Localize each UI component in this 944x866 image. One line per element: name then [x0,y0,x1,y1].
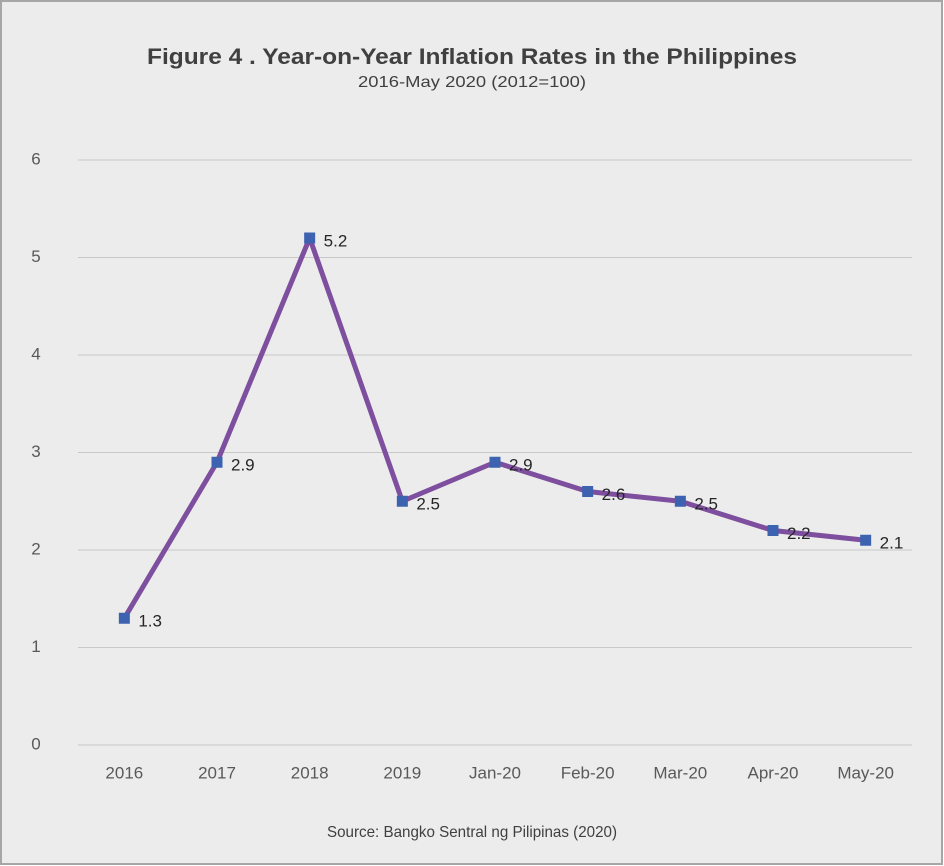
data-label: 2.9 [509,456,533,475]
data-marker [396,495,408,507]
data-label: 2.6 [602,485,626,504]
y-tick-label: 6 [31,149,40,168]
y-tick-label: 5 [31,247,40,266]
data-label: 2.1 [880,534,904,553]
data-marker [304,232,316,244]
x-tick-label: 2017 [198,763,236,782]
data-label: 2.5 [416,495,440,514]
y-tick-label: 2 [31,539,40,558]
data-label: 1.3 [138,612,162,631]
x-tick-label: Jan-20 [469,763,521,782]
x-tick-label: May-20 [837,763,894,782]
x-tick-label: Mar-20 [653,763,707,782]
x-tick-label: 2019 [383,763,421,782]
data-marker [674,495,686,507]
y-tick-label: 0 [31,734,40,753]
y-tick-label: 3 [31,442,40,461]
chart-title: Figure 4 . Year-on-Year Inflation Rates … [147,44,797,69]
data-marker [118,612,130,624]
x-tick-label: Apr-20 [747,763,798,782]
source-note: Source: Bangko Sentral ng Pilipinas (202… [327,824,617,841]
data-marker [582,486,594,497]
data-label: 2.9 [231,456,255,475]
x-tick-label: 2016 [105,763,143,782]
data-marker [767,525,779,536]
data-marker [860,534,872,546]
data-marker [211,456,223,468]
data-marker [489,456,501,468]
y-tick-label: 4 [31,344,40,363]
x-tick-label: 2018 [291,763,329,782]
y-tick-label: 1 [31,637,40,656]
data-label: 2.2 [787,524,811,543]
data-label: 5.2 [324,231,348,250]
data-label: 2.5 [694,495,718,514]
x-tick-label: Feb-20 [561,763,615,782]
chart-subtitle: 2016-May 2020 (2012=100) [358,74,586,91]
